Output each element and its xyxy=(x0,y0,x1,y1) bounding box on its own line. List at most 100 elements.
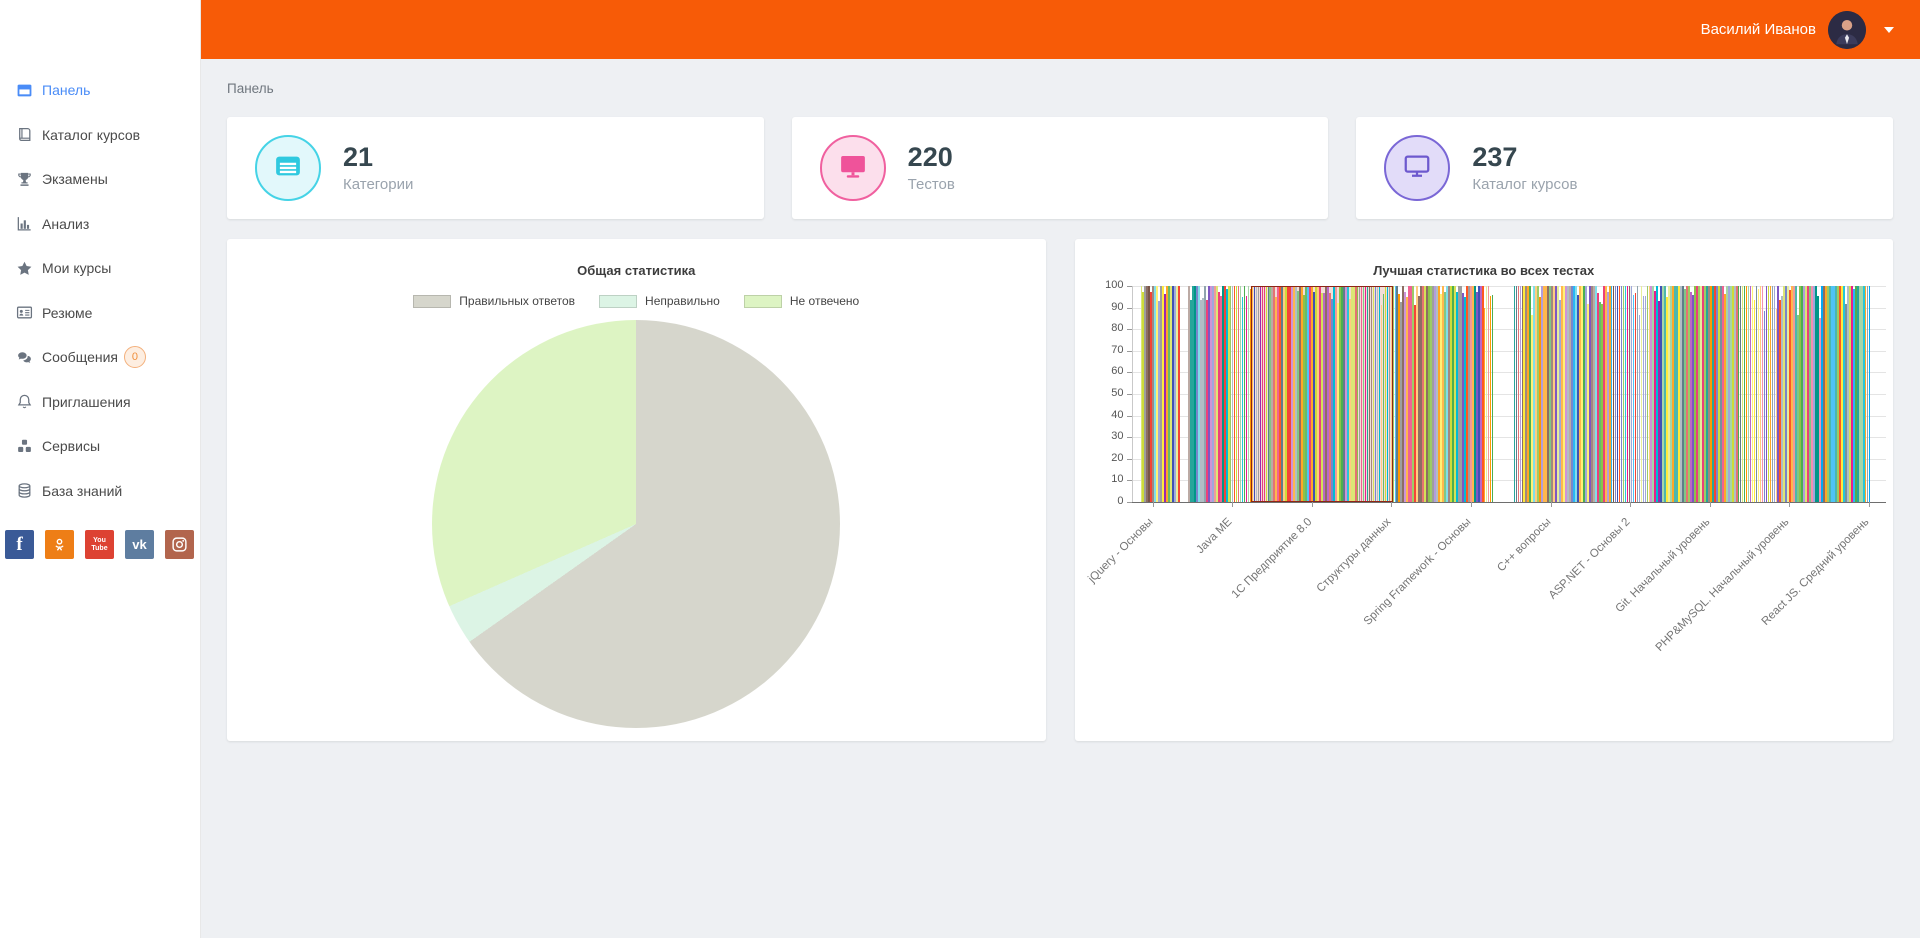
bar xyxy=(1563,286,1565,502)
bar xyxy=(1704,286,1706,502)
bar xyxy=(1404,292,1407,502)
bar xyxy=(1196,286,1198,502)
bar xyxy=(1356,286,1359,502)
bar xyxy=(1148,286,1151,502)
bar xyxy=(1142,292,1145,502)
sidebar-item-analysis[interactable]: Анализ xyxy=(0,202,200,247)
y-tick-label: 40 xyxy=(1111,408,1124,421)
bar xyxy=(1154,286,1157,502)
bar xyxy=(1751,286,1754,502)
y-tick-label: 100 xyxy=(1105,279,1124,291)
bar xyxy=(1380,305,1383,502)
bar xyxy=(1166,286,1168,502)
bar xyxy=(1174,286,1176,502)
sidebar-item-exams[interactable]: Экзамены xyxy=(0,157,200,202)
star-icon xyxy=(15,259,33,277)
bar xyxy=(1717,286,1720,502)
bar xyxy=(1813,286,1815,502)
bar xyxy=(1487,286,1490,502)
bar xyxy=(1247,286,1250,502)
youtube-icon[interactable]: You Tube xyxy=(85,530,114,559)
sidebar-item-dashboard[interactable]: Панель xyxy=(0,68,200,113)
bar xyxy=(1779,300,1782,502)
bar xyxy=(1811,286,1813,502)
y-tick-label: 10 xyxy=(1111,473,1124,486)
bar xyxy=(1807,286,1809,502)
sidebar: Панель Каталог курсов Экзамены Анализ xyxy=(0,0,201,938)
y-tick xyxy=(1126,286,1132,287)
bar xyxy=(1781,296,1784,502)
bar xyxy=(1626,286,1629,502)
sidebar-item-invitations[interactable]: Приглашения xyxy=(0,380,200,425)
book-icon xyxy=(15,126,33,144)
bar xyxy=(1207,286,1210,502)
facebook-icon[interactable]: f xyxy=(5,530,34,559)
sidebar-item-course-catalog[interactable]: Каталог курсов xyxy=(0,113,200,158)
database-icon xyxy=(15,482,33,500)
bar xyxy=(1745,286,1748,502)
bar xyxy=(1392,286,1395,502)
sidebar-item-messages[interactable]: Сообщения 0 xyxy=(0,335,200,380)
bar xyxy=(1729,286,1732,502)
bar xyxy=(1682,286,1684,502)
bar xyxy=(1471,286,1474,502)
bar xyxy=(1485,286,1488,502)
bar xyxy=(1646,286,1649,502)
bar xyxy=(1205,299,1208,502)
bar xyxy=(1313,291,1315,502)
odnoklassniki-icon[interactable] xyxy=(45,530,74,559)
sidebar-item-label: Резюме xyxy=(42,304,93,321)
sidebar-item-label: Сервисы xyxy=(42,438,101,455)
vk-icon[interactable]: vk xyxy=(125,530,154,559)
sidebar-item-label: База знаний xyxy=(42,482,123,499)
sidebar-item-resume[interactable]: Резюме xyxy=(0,291,200,336)
bar xyxy=(1454,286,1456,502)
bar xyxy=(1188,286,1190,502)
bar xyxy=(1418,296,1420,502)
y-tick xyxy=(1126,458,1132,460)
bar xyxy=(1295,286,1297,502)
sidebar-item-services[interactable]: Сервисы xyxy=(0,424,200,469)
x-category-label: Java ME xyxy=(1194,516,1235,557)
bar xyxy=(1795,286,1798,502)
bar xyxy=(1753,300,1756,502)
bar xyxy=(1684,288,1686,502)
instagram-icon[interactable] xyxy=(165,530,194,559)
user-name: Василий Иванов xyxy=(1700,21,1816,38)
bar xyxy=(1618,286,1621,502)
pie-chart-card: Общая статистика Правильных ответов Непр… xyxy=(227,239,1046,741)
monitor-icon xyxy=(838,151,868,186)
bar xyxy=(1668,286,1671,502)
bar xyxy=(1837,286,1839,502)
stat-card-tests: 220 Тестов xyxy=(791,117,1329,219)
sidebar-item-my-courses[interactable]: Мои курсы xyxy=(0,246,200,291)
categories-circle xyxy=(255,135,321,201)
x-tick xyxy=(1232,502,1234,507)
bar xyxy=(1386,286,1389,502)
user-menu[interactable]: Василий Иванов xyxy=(1700,10,1894,49)
bar xyxy=(1769,286,1772,502)
bar xyxy=(1793,286,1796,502)
bars-container xyxy=(1140,286,1881,502)
bar xyxy=(1198,286,1200,502)
bar xyxy=(1243,286,1246,502)
y-tick xyxy=(1126,329,1132,331)
bar xyxy=(1321,292,1323,502)
bar xyxy=(1422,286,1424,502)
bar xyxy=(1777,286,1780,502)
bar xyxy=(1408,286,1411,502)
bar xyxy=(1735,286,1738,502)
bar xyxy=(1223,286,1226,502)
bar xyxy=(1862,286,1865,502)
bar xyxy=(1299,286,1301,502)
bar xyxy=(1823,286,1825,502)
sidebar-item-knowledge-base[interactable]: База знаний xyxy=(0,469,200,514)
y-tick xyxy=(1126,480,1132,482)
bar xyxy=(1467,286,1470,502)
bar xyxy=(1416,286,1419,502)
categories-count: 21 xyxy=(343,142,374,173)
bar xyxy=(1583,286,1585,502)
bar xyxy=(1450,286,1452,502)
pie-legend: Правильных ответов Неправильно Не отвече… xyxy=(227,294,1046,308)
bar xyxy=(1241,296,1244,502)
